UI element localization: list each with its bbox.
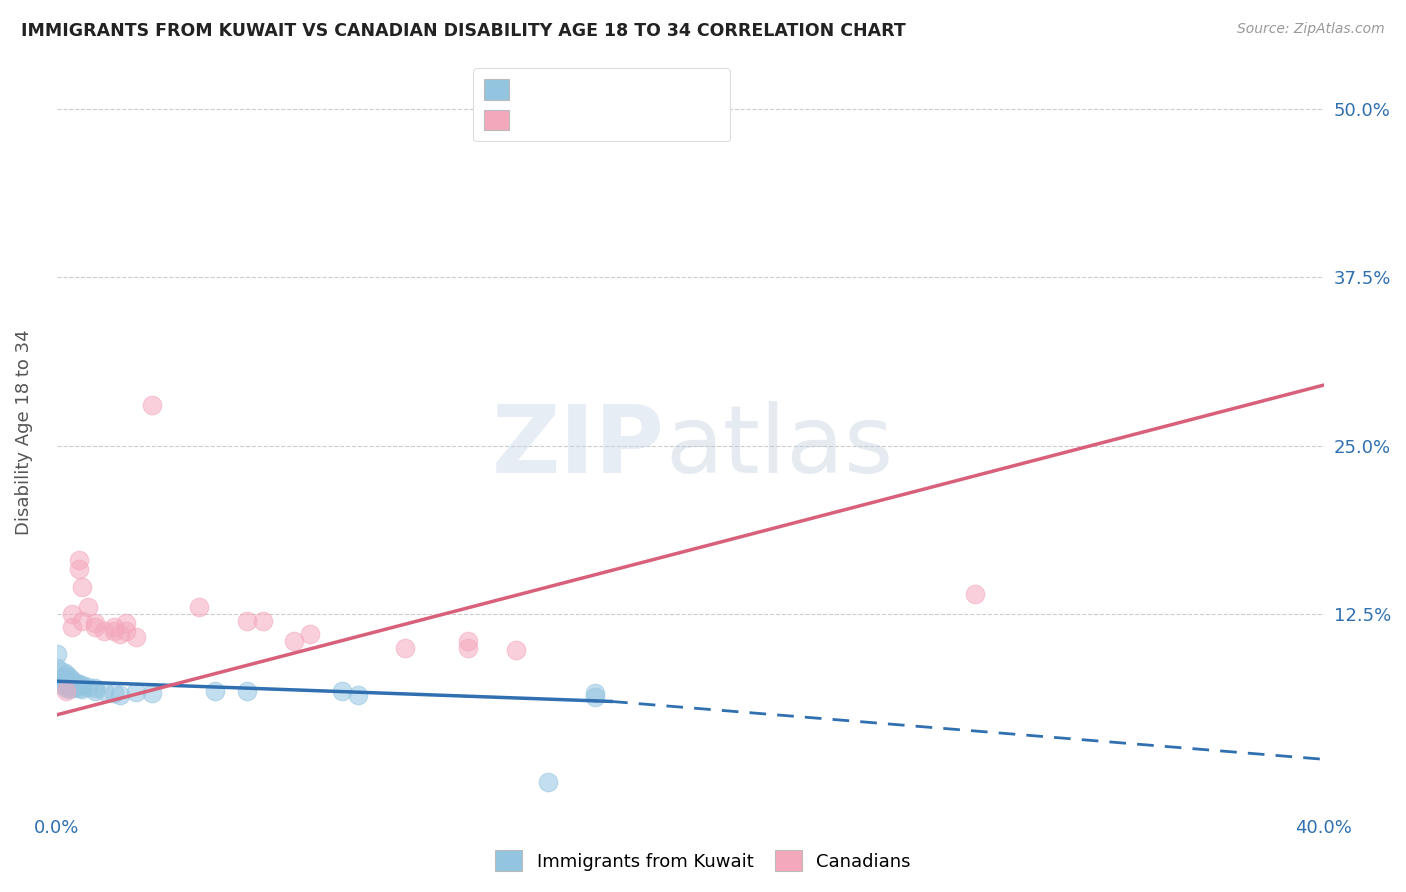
- Point: [62, 677, 84, 691]
- Point: [204, 683, 226, 698]
- Point: [67, 562, 90, 576]
- Point: [115, 616, 138, 631]
- Point: [62, 681, 84, 695]
- Point: [65, 680, 87, 694]
- Text: Source: ZipAtlas.com: Source: ZipAtlas.com: [1237, 22, 1385, 37]
- Point: [65, 675, 87, 690]
- Text: R =: R =: [488, 127, 533, 145]
- Y-axis label: Disability Age 18 to 34: Disability Age 18 to 34: [15, 329, 32, 535]
- Point: [55, 683, 77, 698]
- Text: ZIP: ZIP: [492, 401, 665, 493]
- Point: [55, 673, 77, 687]
- Point: [52, 670, 75, 684]
- Text: 29: 29: [640, 127, 665, 145]
- Text: IMMIGRANTS FROM KUWAIT VS CANADIAN DISABILITY AGE 18 TO 34 CORRELATION CHART: IMMIGRANTS FROM KUWAIT VS CANADIAN DISAB…: [21, 22, 905, 40]
- Legend: Immigrants from Kuwait, Canadians: Immigrants from Kuwait, Canadians: [488, 843, 918, 879]
- Point: [58, 670, 80, 684]
- Point: [55, 677, 77, 691]
- Point: [58, 682, 80, 697]
- Point: [58, 674, 80, 689]
- Point: [83, 616, 105, 631]
- Point: [62, 673, 84, 687]
- Point: [505, 643, 527, 657]
- Text: N =: N =: [602, 127, 652, 145]
- Point: [93, 624, 115, 639]
- Point: [108, 688, 131, 702]
- Point: [55, 667, 77, 681]
- Point: [55, 681, 77, 695]
- Point: [299, 627, 322, 641]
- Point: [141, 398, 163, 412]
- Point: [108, 627, 131, 641]
- Point: [103, 686, 125, 700]
- Point: [70, 580, 93, 594]
- Point: [141, 686, 163, 700]
- Point: [93, 683, 115, 698]
- Point: [45, 648, 67, 662]
- Point: [235, 683, 257, 698]
- Point: [45, 661, 67, 675]
- Point: [457, 633, 479, 648]
- Text: atlas: atlas: [665, 401, 893, 493]
- Point: [52, 678, 75, 692]
- Point: [83, 620, 105, 634]
- Point: [70, 682, 93, 697]
- Point: [283, 633, 305, 648]
- Text: R =: R =: [488, 87, 526, 105]
- Point: [103, 620, 125, 634]
- Text: N =: N =: [602, 87, 652, 105]
- Legend:                                   ,                                   : ,: [472, 68, 730, 141]
- Point: [330, 683, 353, 698]
- Point: [62, 620, 84, 634]
- Text: 38: 38: [640, 87, 665, 105]
- Point: [346, 688, 368, 702]
- Point: [67, 553, 90, 567]
- Point: [77, 600, 100, 615]
- Point: [394, 640, 416, 655]
- Point: [103, 624, 125, 639]
- Point: [125, 685, 148, 699]
- Text: 0.531: 0.531: [536, 127, 592, 145]
- Point: [252, 614, 274, 628]
- Point: [457, 640, 479, 655]
- Point: [62, 607, 84, 621]
- Point: [537, 775, 560, 789]
- Point: [583, 686, 606, 700]
- Point: [115, 624, 138, 639]
- Point: [52, 665, 75, 679]
- Point: [235, 614, 257, 628]
- Point: [83, 683, 105, 698]
- Point: [188, 600, 211, 615]
- Point: [965, 587, 987, 601]
- Point: [83, 681, 105, 695]
- Point: [67, 681, 90, 695]
- Point: [67, 677, 90, 691]
- Point: [70, 678, 93, 692]
- Point: [125, 630, 148, 644]
- Point: [77, 680, 100, 694]
- Point: [58, 678, 80, 692]
- Point: [70, 614, 93, 628]
- Point: [52, 674, 75, 689]
- Text: -0.179: -0.179: [536, 87, 600, 105]
- Point: [583, 690, 606, 705]
